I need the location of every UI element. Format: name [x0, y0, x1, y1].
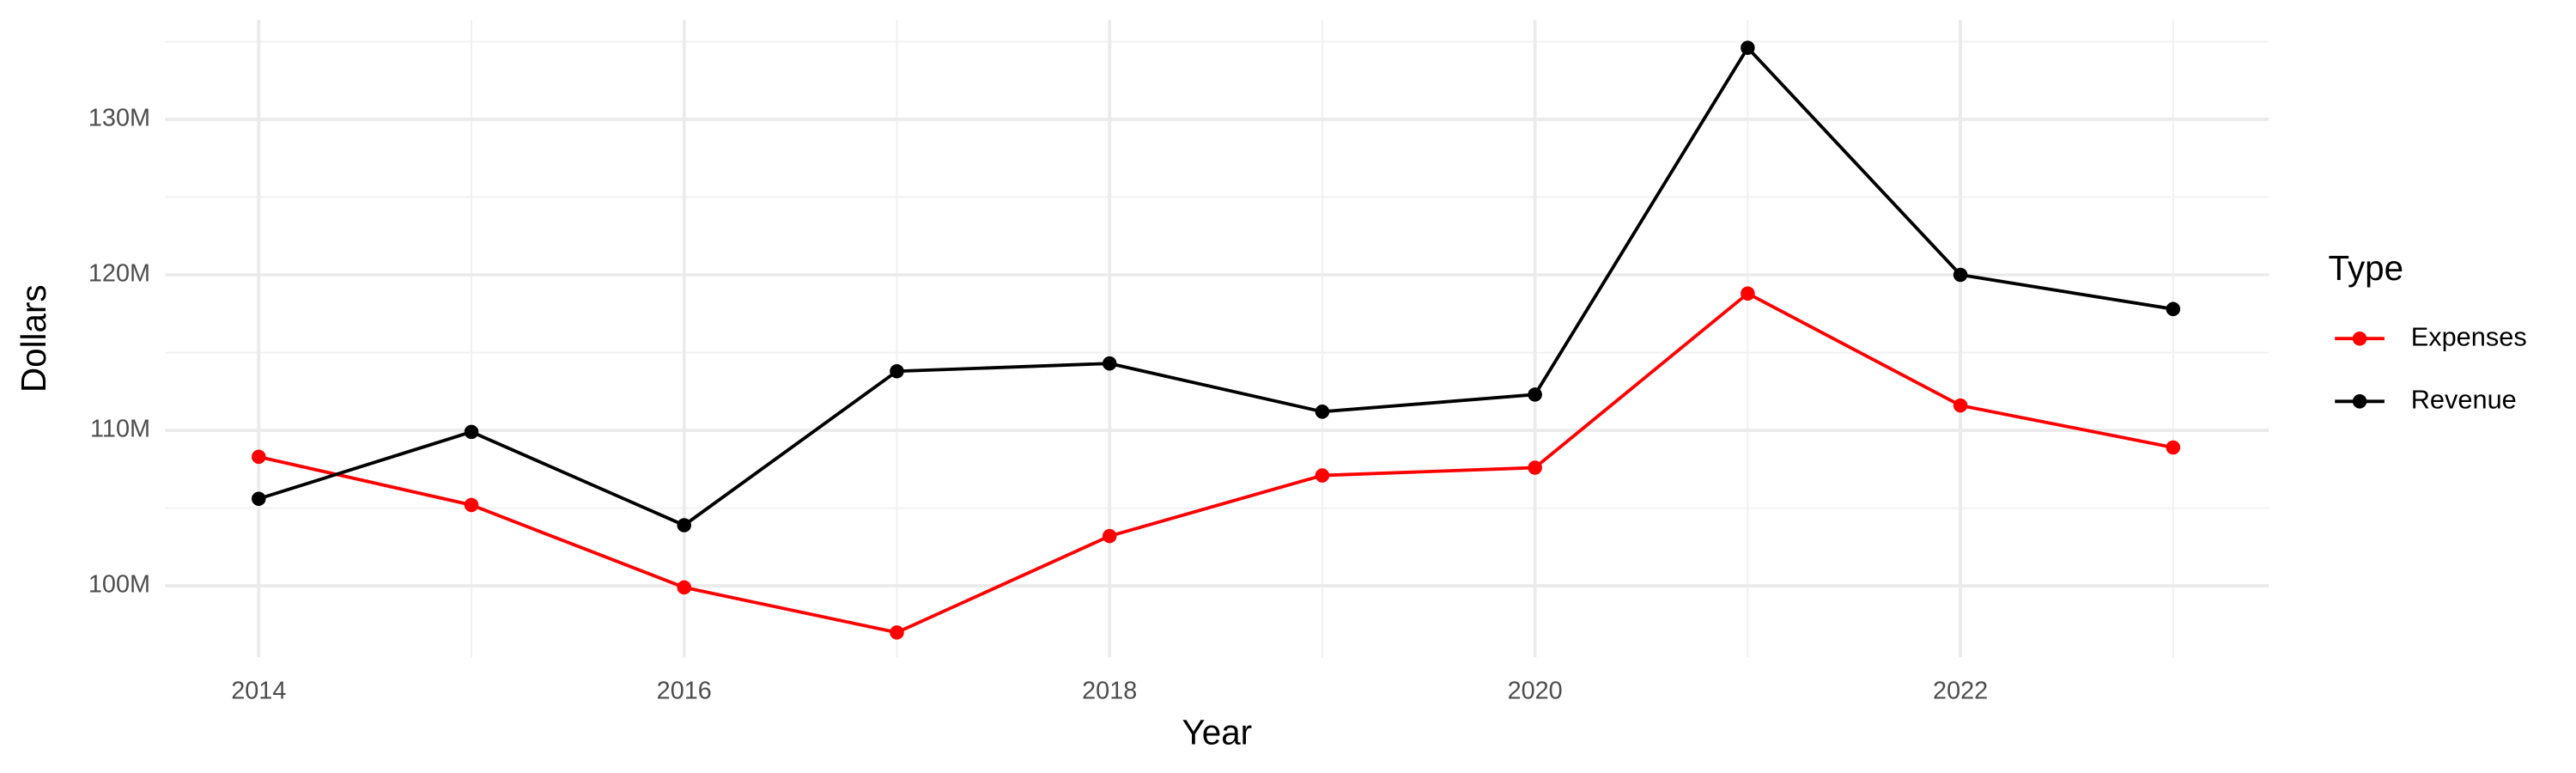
legend-label: Revenue [2411, 384, 2517, 414]
series-line [258, 45, 2174, 527]
data-point [2166, 301, 2181, 317]
data-point [464, 424, 479, 440]
data-point [1315, 468, 1330, 483]
y-tick-label: 130M [88, 105, 150, 132]
legend: Expenses Revenue [2335, 321, 2527, 414]
data-point [1953, 267, 1968, 283]
data-point [1102, 356, 1117, 371]
data-point [1528, 387, 1542, 402]
x-tick-label: 2014 [231, 677, 286, 704]
x-tick-label: 2018 [1082, 677, 1137, 704]
y-tick-label: 110M [90, 416, 150, 443]
legend-marker [2352, 394, 2367, 409]
data-point [252, 491, 266, 506]
data-point [464, 497, 479, 513]
data-point [677, 518, 692, 533]
plot-area [252, 40, 2181, 640]
grid [165, 20, 2269, 658]
legend-title: Type [2329, 248, 2404, 288]
x-tick-label: 2020 [1508, 677, 1563, 704]
legend-marker [2352, 331, 2367, 346]
data-point [1741, 286, 1755, 301]
x-tick-label: 2022 [1933, 677, 1988, 704]
data-point [1528, 460, 1542, 475]
data-point [890, 625, 904, 640]
legend-label: Expenses [2411, 321, 2527, 351]
y-axis-title: Dollars [14, 284, 53, 393]
y-tick-label: 120M [88, 260, 150, 288]
data-point [1102, 528, 1117, 544]
y-tick-label: 100M [88, 571, 150, 599]
data-point [1741, 40, 1755, 55]
data-point [890, 363, 904, 379]
data-point [1953, 398, 1968, 413]
data-point [1315, 405, 1330, 419]
x-tick-label: 2016 [657, 677, 712, 704]
series-line [258, 291, 2174, 635]
data-point [677, 580, 692, 595]
data-point [2166, 440, 2181, 455]
x-axis-title: Year [1182, 712, 1253, 752]
data-point [252, 449, 266, 465]
